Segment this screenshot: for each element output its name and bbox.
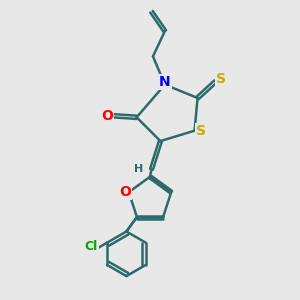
Text: S: S xyxy=(216,72,226,86)
Text: H: H xyxy=(134,164,144,174)
Text: O: O xyxy=(119,185,131,199)
Text: N: N xyxy=(159,75,171,89)
Text: Cl: Cl xyxy=(85,240,98,253)
Text: O: O xyxy=(101,109,113,123)
Text: S: S xyxy=(196,124,206,138)
